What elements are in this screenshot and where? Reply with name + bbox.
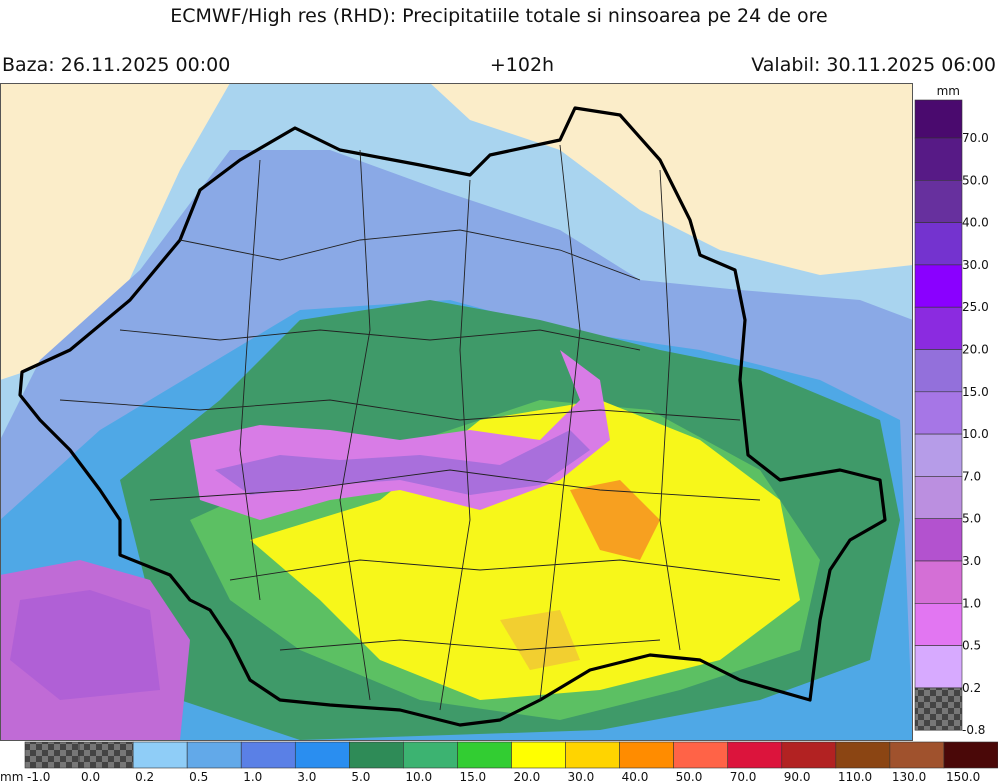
legend-label: 110.0 [838,770,872,784]
land-beige [430,83,913,275]
legend-label: 0.2 [962,681,981,695]
precip-orange [570,480,660,560]
legend-swatch [619,741,674,769]
legend-label: -1.0 [27,770,50,784]
legend-label: 40.0 [962,216,989,230]
legend-label: 25.0 [962,300,989,314]
legend-swatch [403,741,458,769]
legend-swatch [914,645,963,689]
legend-swatch [349,741,404,769]
legend-label: 70.0 [730,770,757,784]
right-legend: mm 70.0 50.0 40.0 30.0 25.0 20.0 15.0 10.0 7.0 5.… [914,84,989,737]
legend-label: 1.0 [243,770,262,784]
legend-label: 0.5 [962,639,981,653]
legend-label: 15.0 [459,770,486,784]
country-border [18,106,887,727]
precip-southwest-core [10,590,160,700]
valid-time: Valabil: 30.11.2025 06:00 [751,54,996,76]
legend-label: 0.0 [81,770,100,784]
legend-swatch [914,391,963,435]
legend-label: 90.0 [784,770,811,784]
legend-swatch [565,741,620,769]
lead-time: +102h [490,54,554,76]
legend-label: 0.2 [135,770,154,784]
legend-swatch [78,741,134,769]
legend-swatch [914,560,963,604]
legend-label: 70.0 [962,131,989,145]
legend-swatch [511,741,566,769]
legend-swatch [914,476,963,519]
legend-swatch [943,741,998,769]
legend-swatch [457,741,512,769]
legend-swatch [914,222,963,266]
legend-swatch [914,349,963,393]
legend-swatch [914,687,963,731]
legend-swatch [889,741,945,769]
legend-label: 5.0 [962,512,981,526]
county-borders [59,144,781,711]
legend-swatch [914,180,963,223]
legend-label: 15.0 [962,385,989,399]
legend-swatch [727,741,783,769]
legend-label: 0.5 [189,770,208,784]
right-legend-unit: mm [937,84,960,98]
legend-swatch [914,264,963,308]
legend-swatch [914,433,963,477]
legend-label: 40.0 [622,770,649,784]
legend-swatch [914,306,963,350]
land-beige-west [0,83,230,380]
legend-label: 1.0 [962,596,981,610]
legend-swatch [186,741,242,769]
legend-label: 7.0 [962,469,981,483]
base-time: Baza: 26.11.2025 00:00 [2,54,230,76]
legend-swatch [132,741,188,769]
precip-violet-core [215,430,590,495]
legend-label: 20.0 [962,343,989,357]
legend-label: 30.0 [568,770,595,784]
map-frame [0,83,913,741]
legend-label: 50.0 [676,770,703,784]
legend-label: 3.0 [297,770,316,784]
precip-gold [500,610,580,670]
legend-label: 10.0 [405,770,432,784]
legend-swatch [24,741,80,769]
legend-label: 3.0 [962,554,981,568]
legend-label: -0.8 [962,723,985,737]
legend-swatch [914,518,963,562]
legend-swatch [914,99,963,139]
legend-swatch [835,741,891,769]
bottom-legend: mm -1.0 0.0 0.2 0.5 1.0 3.0 5.0 10.0 15.0 20.0 30.… [0,741,998,784]
legend-swatch [914,137,963,181]
legend-label: 30.0 [962,258,989,272]
legend-label: 5.0 [351,770,370,784]
legend-swatch [673,741,729,769]
legend-label: 50.0 [962,173,989,187]
legend-swatch [781,741,837,769]
legend-swatch [240,741,296,769]
legend-swatch [294,741,350,769]
legend-label: 130.0 [892,770,926,784]
title: ECMWF/High res (RHD): Precipitatiile tot… [170,5,827,27]
bottom-legend-unit: mm [0,770,23,784]
legend-label: 150.0 [946,770,980,784]
legend-label: 10.0 [962,427,989,441]
legend-label: 20.0 [514,770,541,784]
legend-swatch [914,602,963,646]
map [0,83,913,740]
